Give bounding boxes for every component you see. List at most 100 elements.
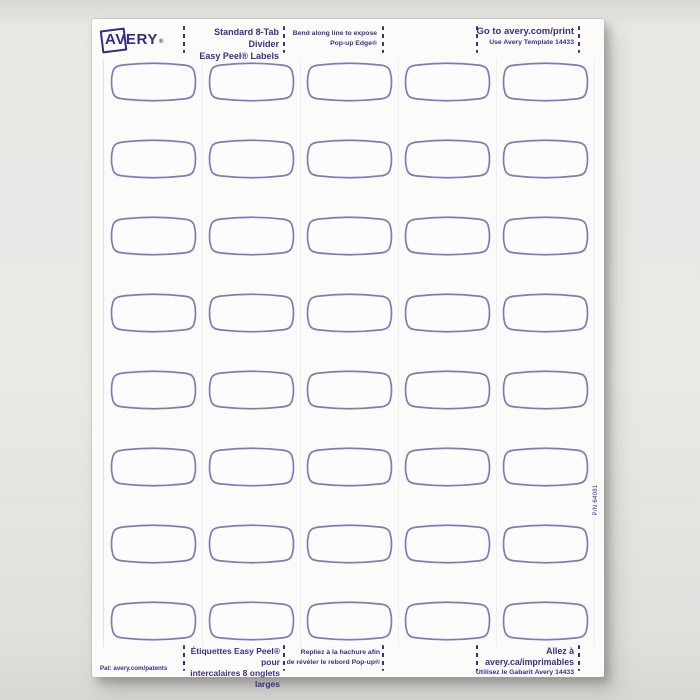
divider-label-blank — [208, 600, 295, 642]
dashed-separator — [476, 645, 478, 671]
divider-label-blank — [404, 523, 491, 565]
label-outline-icon — [404, 293, 491, 333]
divider-label-blank — [502, 446, 589, 488]
divider-label-blank — [110, 292, 197, 334]
avery-logo: AVERY® — [99, 27, 163, 54]
divider-label-blank — [110, 138, 197, 180]
avery-logo-text: AVERY — [105, 31, 159, 48]
footer-bend-instruction-french: Repliez à la hachure afin de révéler le … — [283, 648, 380, 668]
label-outline-icon — [404, 139, 491, 179]
label-outline-icon — [306, 293, 393, 333]
divider-label-blank — [404, 215, 491, 257]
label-outline-icon — [110, 601, 197, 641]
divider-label-blank — [110, 446, 197, 488]
label-outline-icon — [208, 524, 295, 564]
divider-label-blank — [306, 369, 393, 411]
divider-label-blank — [208, 523, 295, 565]
divider-label-blank — [306, 61, 393, 103]
divider-label-blank — [502, 138, 589, 180]
label-outline-icon — [208, 447, 295, 487]
footer-product-name-french: Étiquettes Easy Peel® pour intercalaires… — [183, 646, 280, 690]
label-outline-icon — [110, 524, 197, 564]
label-outline-icon — [502, 447, 589, 487]
label-outline-icon — [110, 293, 197, 333]
dashed-separator — [476, 26, 478, 53]
divider-label-blank — [306, 523, 393, 565]
cut-line — [398, 59, 399, 647]
label-outline-icon — [110, 447, 197, 487]
label-outline-icon — [306, 62, 393, 102]
footer-web-info-french: Allez à avery.ca/imprimables Utilisez le… — [470, 646, 574, 678]
footer-web-line1: Allez à avery.ca/imprimables — [485, 646, 574, 667]
divider-label-blank — [502, 215, 589, 257]
dashed-separator — [183, 645, 185, 671]
divider-label-blank — [208, 215, 295, 257]
label-outline-icon — [404, 524, 491, 564]
header-product-name: Standard 8-Tab Divider Easy Peel® Labels — [187, 26, 279, 62]
label-outline-icon — [110, 216, 197, 256]
label-outline-icon — [208, 601, 295, 641]
divider-label-blank — [208, 138, 295, 180]
divider-label-blank — [110, 61, 197, 103]
label-outline-icon — [110, 139, 197, 179]
label-outline-icon — [306, 216, 393, 256]
divider-label-blank — [404, 369, 491, 411]
divider-label-blank — [502, 61, 589, 103]
label-outline-icon — [110, 370, 197, 410]
label-outline-icon — [404, 370, 491, 410]
label-outline-icon — [502, 216, 589, 256]
divider-label-blank — [110, 600, 197, 642]
label-outline-icon — [306, 447, 393, 487]
divider-label-blank — [208, 61, 295, 103]
divider-label-blank — [404, 292, 491, 334]
header-bend-line2: Pop-up Edge® — [330, 39, 377, 47]
label-outline-icon — [502, 601, 589, 641]
label-grid — [110, 61, 589, 642]
cut-line — [496, 59, 497, 647]
header-product-line1: Standard 8-Tab Divider — [214, 27, 279, 49]
part-number: P/N 64081 — [593, 484, 599, 516]
header-web-info: Go to avery.com/print Use Avery Template… — [472, 26, 574, 48]
divider-label-blank — [502, 292, 589, 334]
label-outline-icon — [208, 62, 295, 102]
dashed-separator — [283, 26, 285, 53]
divider-label-blank — [502, 369, 589, 411]
divider-label-blank — [404, 138, 491, 180]
dashed-separator — [183, 26, 185, 53]
dashed-separator — [283, 645, 285, 671]
divider-label-blank — [306, 138, 393, 180]
footer-product-line1: Étiquettes Easy Peel® pour — [190, 646, 280, 667]
label-outline-icon — [404, 601, 491, 641]
label-outline-icon — [306, 370, 393, 410]
dashed-separator — [382, 26, 384, 53]
dashed-separator — [578, 645, 580, 671]
divider-label-blank — [306, 446, 393, 488]
label-outline-icon — [208, 370, 295, 410]
divider-label-blank — [306, 600, 393, 642]
cut-line — [300, 59, 301, 647]
header-web-line1: Go to avery.com/print — [476, 26, 574, 37]
header-product-line2: Easy Peel® Labels — [199, 51, 279, 61]
label-outline-icon — [502, 293, 589, 333]
dashed-separator — [382, 645, 384, 671]
divider-label-blank — [208, 369, 295, 411]
divider-label-blank — [404, 61, 491, 103]
divider-label-blank — [208, 446, 295, 488]
label-outline-icon — [502, 524, 589, 564]
divider-label-blank — [404, 446, 491, 488]
header-bend-line1: Bend along line to expose — [292, 30, 377, 37]
dashed-separator — [578, 26, 580, 53]
label-outline-icon — [404, 216, 491, 256]
divider-label-blank — [502, 600, 589, 642]
footer-product-line2: intercalaires 8 onglets larges — [190, 668, 280, 689]
footer-web-line2: Utilisez le Gabarit Avery 14433 — [475, 669, 574, 676]
label-outline-icon — [306, 524, 393, 564]
footer-bend-line1: Repliez à la hachure afin — [300, 649, 380, 656]
label-outline-icon — [110, 62, 197, 102]
label-outline-icon — [502, 139, 589, 179]
divider-label-blank — [306, 215, 393, 257]
label-outline-icon — [502, 370, 589, 410]
footer-bend-line2: de révéler le rebord Pop-up® — [286, 659, 380, 666]
divider-label-blank — [208, 292, 295, 334]
cut-line — [103, 59, 104, 647]
